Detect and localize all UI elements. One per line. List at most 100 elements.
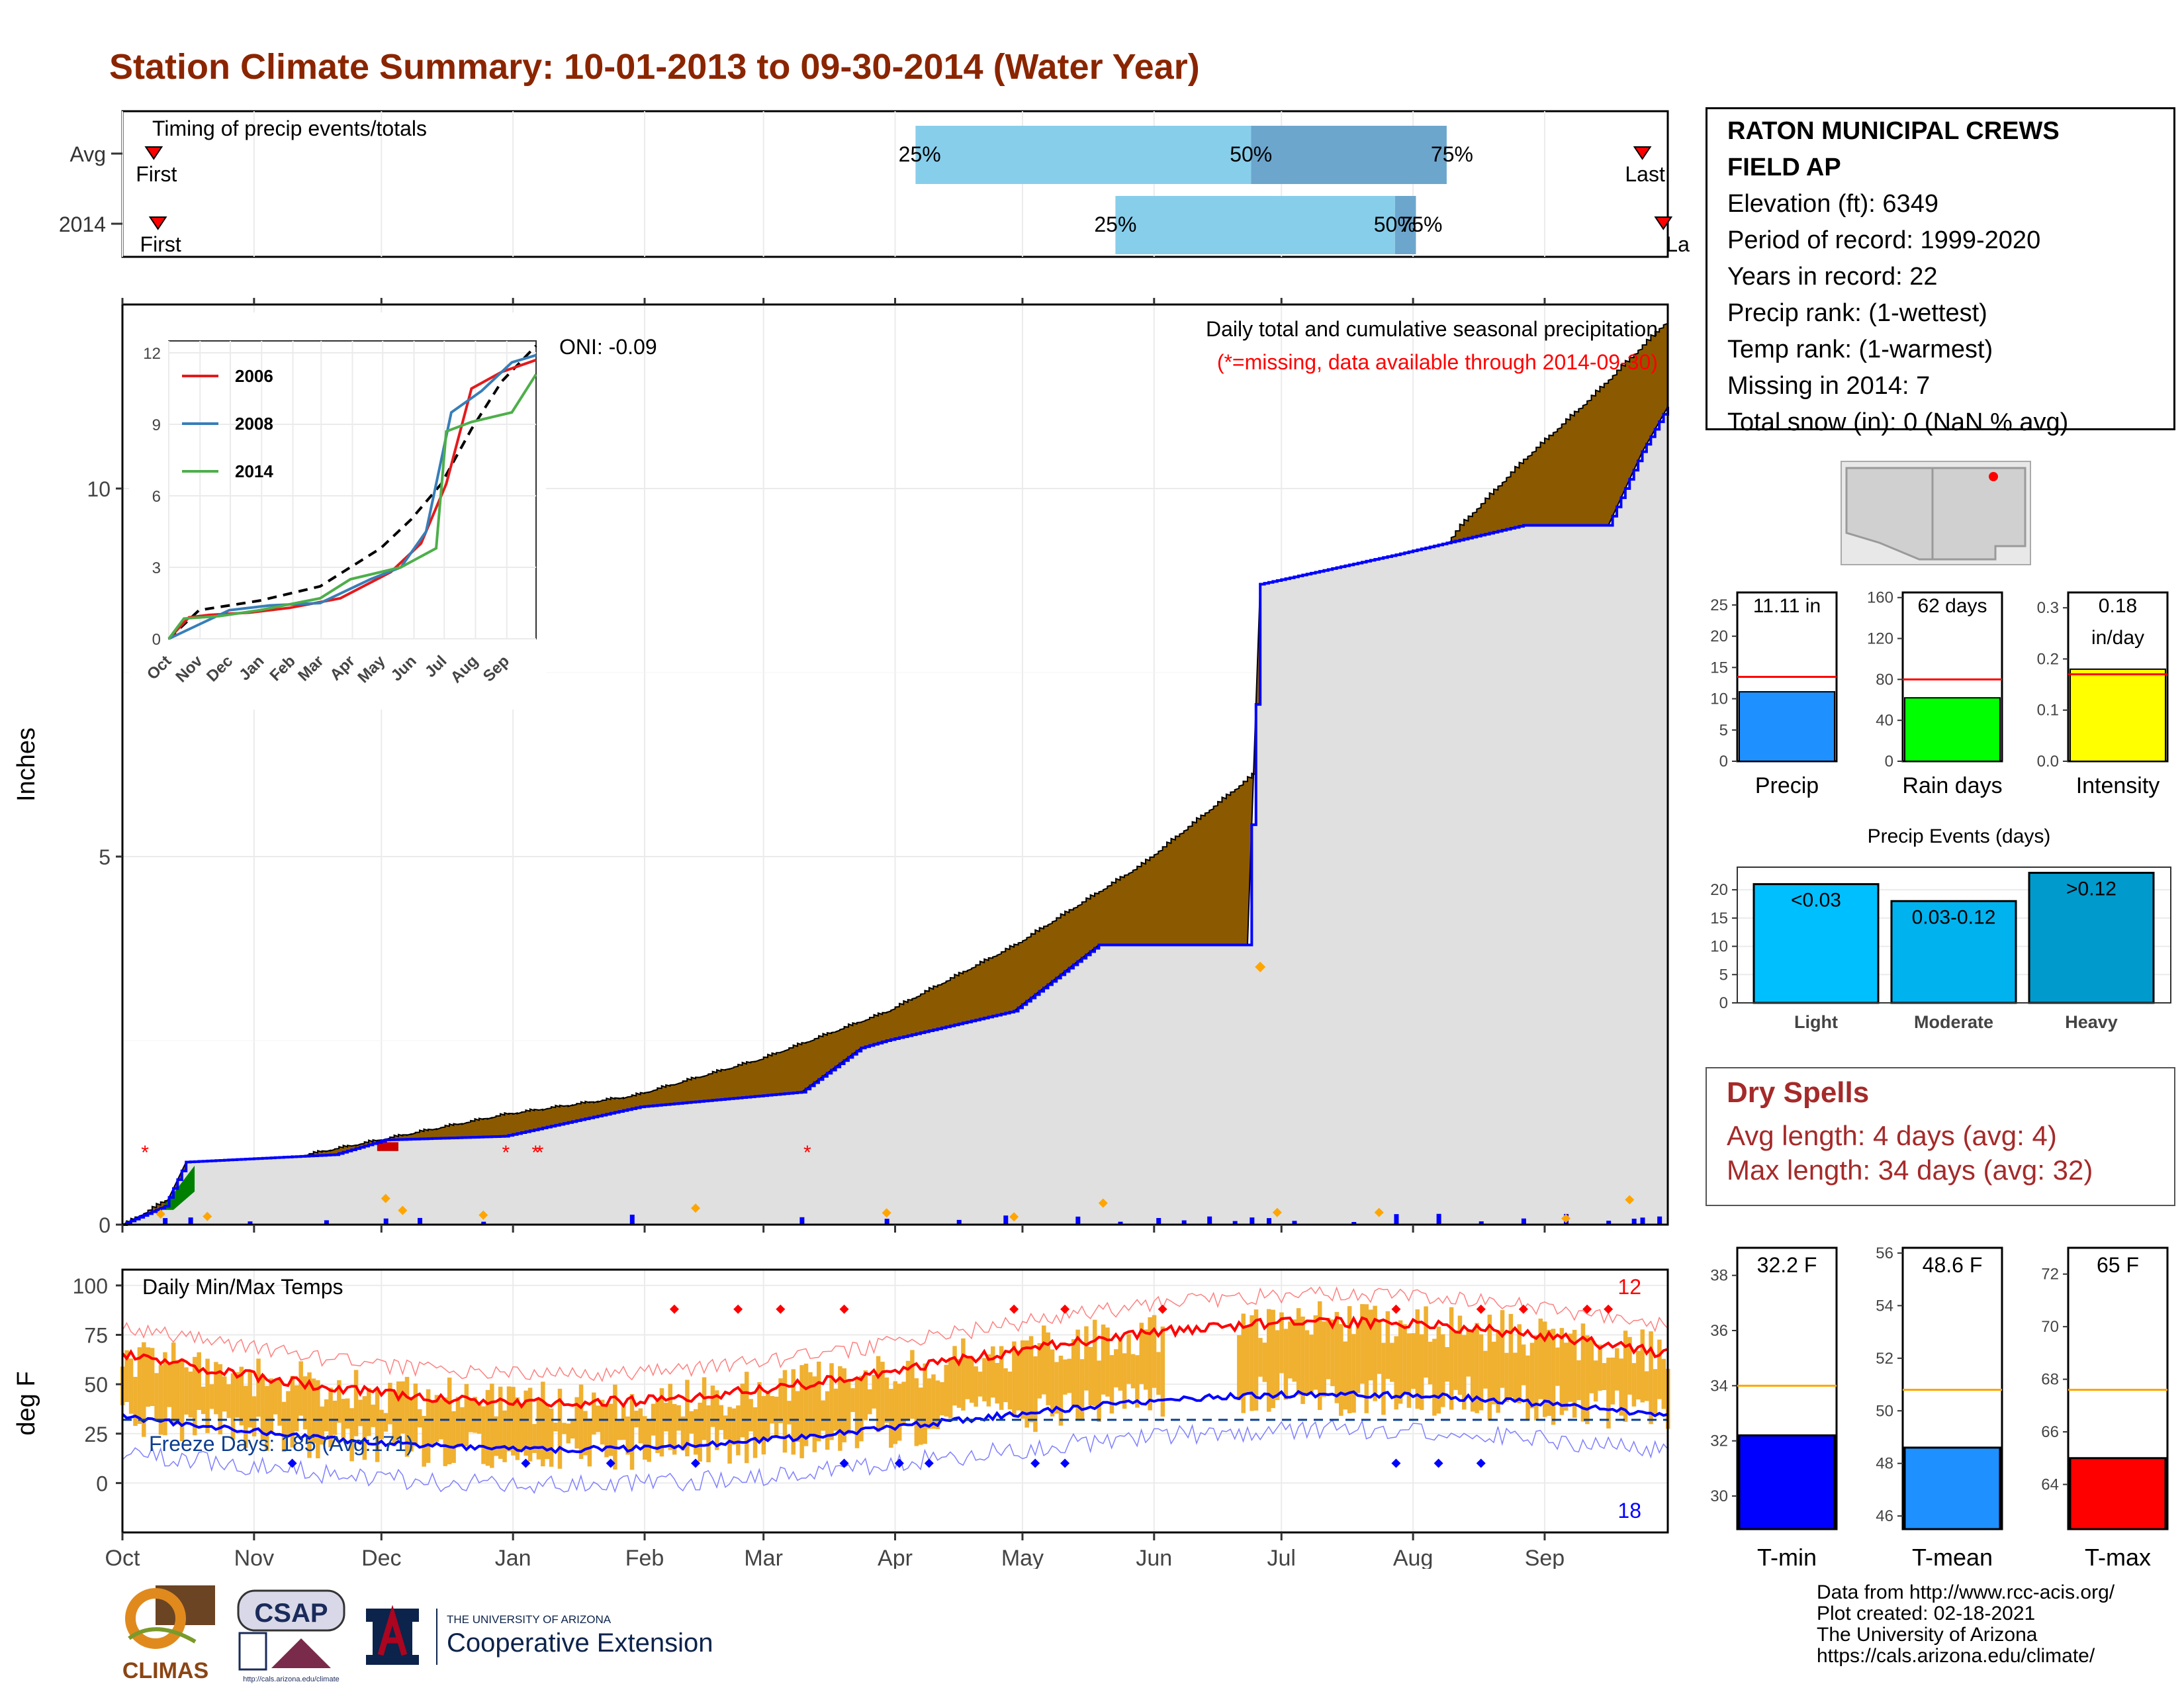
daily-temp-bar [799,1365,804,1458]
last-label: Last [1625,162,1665,186]
daily-avg-marker [691,1203,701,1213]
daily-temp-bar [1279,1312,1284,1374]
month-label: Oct [105,1546,140,1569]
daily-precip-bar [163,1218,168,1225]
daily-temp-bar [570,1419,575,1439]
locator-map [1841,461,2031,565]
daily-temp-bar [774,1396,779,1438]
precip-summary-bar [2070,668,2166,762]
daily-temp-bar [188,1371,193,1418]
precip-summary-bar [1739,691,1835,762]
temp-summary-tick-label: 48 [1876,1455,1893,1473]
daily-temp-bar [1304,1330,1310,1394]
daily-temp-bar [137,1347,142,1425]
timing-bar-25-50 [915,126,1251,184]
daily-temp-bar [1130,1354,1136,1389]
daily-temp-bar [214,1362,218,1415]
daily-temp-bar [1406,1333,1412,1408]
daily-temp-bar [629,1393,635,1470]
main-ytick-label: 10 [87,477,111,501]
daily-temp-bar [680,1416,686,1451]
events-tick-label: 5 [1719,966,1728,984]
elevation-text: Elevation (ft): 6349 [1727,190,1938,218]
daily-temp-bar [1479,1334,1484,1411]
daily-temp-bar [850,1388,855,1413]
daily-temp-bar [124,1350,129,1402]
dry-spells-title: Dry Spells [1727,1076,1870,1109]
daily-temp-bar [1016,1350,1021,1411]
temp-ylabel: deg F [13,1371,40,1435]
daily-temp-bar [1615,1348,1619,1391]
daily-precip-bar [248,1221,253,1225]
daily-temp-bar [1245,1326,1250,1393]
daily-temp-bar [1623,1331,1628,1422]
daily-temp-bar [1580,1323,1586,1422]
daily-temp-bar [1419,1334,1424,1410]
daily-precip-bar [1657,1216,1662,1225]
freeze-days-text: Freeze Days: 185 (Avg:171) [149,1432,414,1456]
temp-summary-name: T-mean [1912,1544,1993,1571]
daily-temp-bar [969,1356,974,1403]
temp-summary-tick-label: 64 [2041,1476,2059,1493]
events-bar-name: Light [1794,1012,1838,1032]
daily-temp-bar [536,1397,541,1460]
daily-temp-bar [1347,1306,1352,1414]
precip-summary-value: 0.18 [2099,595,2137,617]
climas-logo: CLIMAS [122,1585,215,1683]
daily-temp-bar [1152,1315,1157,1388]
daily-temp-bar [723,1415,728,1440]
daily-temp-bar [668,1383,673,1450]
daily-temp-bar [876,1356,881,1432]
daily-temp-bar [1309,1335,1314,1394]
daily-temp-bar [1428,1341,1433,1385]
daily-precip-bar [1181,1220,1187,1225]
temp-summary-tick-label: 38 [1710,1267,1728,1285]
daily-temp-bar [638,1408,643,1444]
daily-temp-bar [719,1405,723,1430]
daily-temp-bar [910,1350,915,1419]
record-low-marker [839,1458,849,1468]
daily-temp-bar [311,1378,316,1444]
daily-precip-bar [799,1217,805,1225]
events-bar-name: Moderate [1914,1012,1993,1032]
daily-temp-bar [931,1374,936,1429]
daily-temp-bar [1148,1317,1152,1411]
daily-temp-bar [1355,1323,1361,1393]
ua-logo: THE UNIVERSITY OF ARIZONA Cooperative Ex… [366,1605,713,1665]
csap-url: http://cals.arizona.edu/climate [243,1675,340,1683]
daily-temp-bar [193,1356,197,1436]
daily-temp-bar [295,1385,299,1432]
events-bar-name: Heavy [2065,1012,2118,1032]
daily-temp-bar [1296,1308,1301,1395]
credit-line-1: Data from http://www.rcc-acis.org/ [1817,1581,2115,1603]
events-bar [1890,900,2017,1004]
credit-line-2: Plot created: 02-18-2021 [1817,1603,2036,1624]
temp-summary-tick-label: 52 [1876,1350,1893,1368]
record-low-marker [521,1458,531,1468]
daily-temp-bar [808,1372,813,1435]
daily-temp-bar [367,1387,371,1436]
daily-temp-bar [1445,1347,1449,1382]
daily-temp-bar [761,1395,766,1455]
missing-marker: * [141,1142,149,1164]
daily-temp-bar [842,1368,847,1442]
daily-temp-bar [430,1401,435,1445]
daily-temp-bar [1109,1355,1115,1414]
snow-text: Total snow (in): 0 (NaN % avg) [1727,408,2069,436]
temp-summary-tick-label: 72 [2041,1266,2059,1284]
daily-temp-bar [608,1403,614,1456]
month-label: Sep [1525,1546,1565,1569]
daily-temp-bar [812,1376,817,1452]
record-high-envelope [122,1286,1668,1383]
page-title: Station Climate Summary: 10-01-2013 to 0… [109,47,1200,87]
month-label: Dec [361,1546,401,1569]
precip-summary-tick-label: 10 [1710,690,1728,708]
daily-temp-bar [413,1383,418,1447]
precip-summary-name: Precip [1755,773,1819,798]
inset-ytick-label: 12 [143,345,161,363]
daily-temp-bar [1037,1342,1042,1399]
daily-precip-bar [1521,1218,1526,1225]
daily-temp-bar [1012,1341,1017,1417]
record-high-marker [776,1304,786,1314]
daily-temp-bar [1402,1324,1407,1394]
